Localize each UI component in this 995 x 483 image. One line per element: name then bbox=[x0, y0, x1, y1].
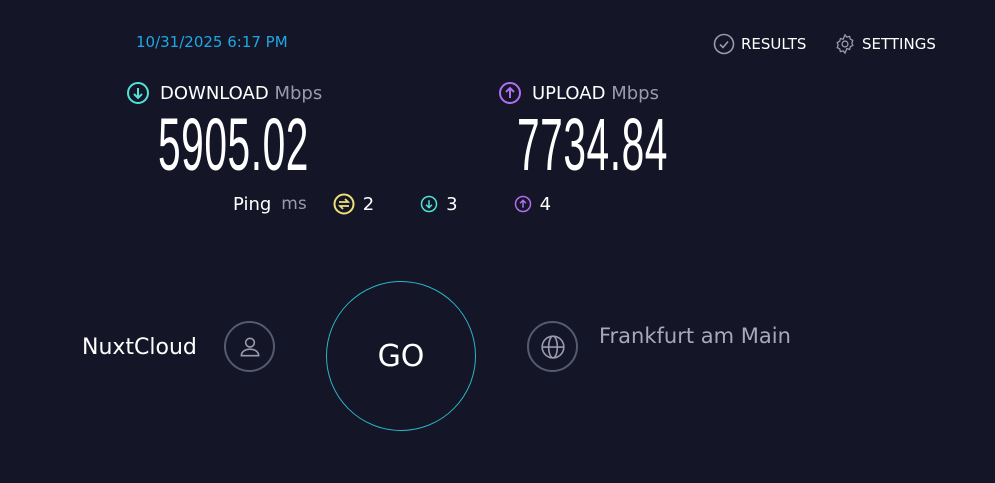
server-location[interactable]: Frankfurt am Main bbox=[599, 324, 791, 348]
results-label: RESULTS bbox=[741, 35, 807, 53]
check-circle-icon bbox=[713, 33, 735, 55]
download-header: DOWNLOAD Mbps bbox=[126, 81, 322, 105]
download-arrow-icon bbox=[420, 195, 438, 213]
upload-unit: Mbps bbox=[611, 82, 659, 104]
timestamp: 10/31/2025 6:17 PM bbox=[136, 33, 288, 51]
upload-value: 7734.84 bbox=[517, 103, 668, 186]
upload-label: UPLOAD bbox=[532, 82, 606, 104]
download-label: DOWNLOAD bbox=[160, 82, 269, 104]
download-value: 5905.02 bbox=[158, 103, 309, 186]
upload-header: UPLOAD Mbps bbox=[498, 81, 659, 105]
provider-name: NuxtCloud bbox=[82, 335, 197, 360]
jitter-icon bbox=[333, 193, 355, 215]
results-button[interactable]: RESULTS bbox=[713, 33, 806, 55]
gear-icon bbox=[836, 33, 854, 55]
ping-label: Ping bbox=[233, 193, 272, 215]
upload-arrow-icon bbox=[514, 195, 531, 213]
server-button[interactable] bbox=[527, 321, 578, 372]
ping-download-value: 3 bbox=[446, 193, 458, 215]
ping-unit: ms bbox=[281, 194, 307, 214]
download-arrow-icon bbox=[127, 82, 149, 104]
ping-idle-value: 2 bbox=[362, 193, 375, 215]
settings-label: SETTINGS bbox=[862, 35, 936, 53]
download-unit: Mbps bbox=[274, 82, 323, 104]
user-icon bbox=[240, 337, 259, 356]
globe-icon bbox=[540, 334, 565, 359]
provider-button[interactable] bbox=[224, 321, 275, 372]
upload-arrow-icon bbox=[499, 82, 521, 104]
ping-upload-value: 4 bbox=[539, 193, 552, 215]
go-button[interactable]: GO bbox=[326, 281, 476, 431]
ping-row: Ping ms 2 3 4 bbox=[233, 193, 551, 215]
settings-button[interactable]: SETTINGS bbox=[834, 33, 936, 55]
